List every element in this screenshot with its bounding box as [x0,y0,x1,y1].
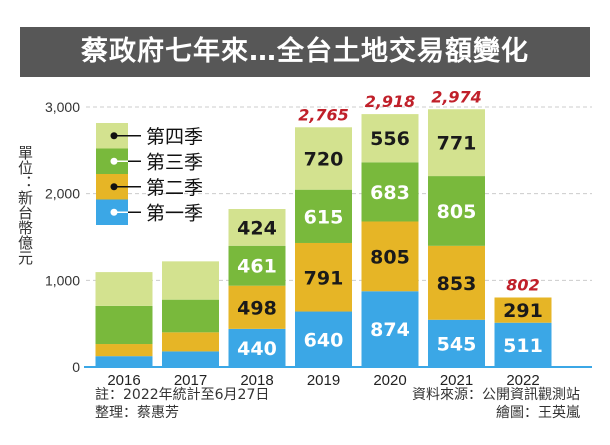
data-label: 640 [304,329,344,351]
x-tick-label: 2022 [506,372,539,389]
data-label: 511 [503,335,543,357]
bar-segment-2019-q2 [295,242,352,312]
total-label: 2,918 [365,92,416,111]
illustrator-credit: 繪圖：王英嵐 [496,405,580,421]
bar-segment-2021-q1 [428,319,485,367]
bar-segment-2016-q4 [95,272,153,306]
footnote: 註：2022年統計至6月27日 [95,387,270,403]
source-credit: 資料來源：公開資訊觀測站 [412,387,580,403]
compiler-credit: 整理：蔡惠芳 [95,405,179,421]
data-label: 498 [237,297,277,319]
data-label: 545 [437,333,477,355]
y-tick-label: 1,000 [45,272,80,288]
legend-label: 第三季 [146,151,203,173]
bar-segment-2016-q2 [95,344,153,357]
data-label: 424 [237,217,277,239]
bar-segment-2016-q1 [95,356,153,367]
bar-segment-2022-q2 [494,297,552,323]
x-tick-label: 2020 [373,372,406,389]
bar-segment-2022-q1 [494,322,552,367]
bar-segment-2017-q2 [162,332,219,352]
data-label: 771 [437,133,477,155]
bar-segment-2018-q4 [228,209,286,246]
legend-label: 第一季 [146,202,203,224]
bar-segment-2021-q2 [428,245,485,320]
y-axis-label: 單位：新台幣億元 [16,145,34,265]
total-label: 802 [506,275,539,294]
y-tick-label: 2,000 [45,186,80,202]
bar-segment-2021-q4 [428,109,485,177]
data-label: 440 [237,338,277,360]
bar-segment-2020-q4 [361,114,419,163]
x-tick-label: 2019 [307,372,340,389]
bar-segment-2019-q4 [295,127,352,190]
data-label: 615 [304,206,344,228]
y-tick-label: 0 [72,359,80,375]
chart-title: 蔡政府七年來…全台土地交易額變化 [20,27,590,77]
data-label: 874 [370,319,410,341]
bar-segment-2020-q2 [361,221,419,292]
legend-label: 第四季 [146,126,203,148]
total-label: 2,765 [298,105,349,124]
bar-segment-2020-q3 [361,162,419,222]
data-label: 556 [370,128,410,150]
data-label: 720 [304,148,344,170]
total-label: 2,974 [431,87,482,106]
data-label: 291 [503,300,543,322]
bar-segment-2018-q3 [228,245,286,286]
bar-segment-2017-q4 [162,261,219,300]
bar-segment-2017-q1 [162,351,219,367]
data-label: 853 [437,273,477,295]
bar-segment-2016-q3 [95,305,153,345]
data-label: 805 [370,246,410,268]
bar-segment-2019-q1 [295,311,352,367]
legend-label: 第二季 [146,177,203,199]
bar-segment-2017-q3 [162,299,219,333]
bar-segment-2018-q1 [228,328,286,367]
data-label: 461 [237,256,277,278]
x-tick-label: 2016 [107,372,140,389]
x-tick-label: 2021 [440,372,473,389]
bar-segment-2020-q1 [361,291,419,367]
data-label: 805 [437,201,477,223]
data-label: 791 [304,267,344,289]
x-tick-label: 2018 [240,372,273,389]
bar-segment-2021-q3 [428,176,485,246]
bar-segment-2018-q2 [228,285,286,329]
y-tick-label: 3,000 [45,99,80,115]
data-label: 683 [370,182,410,204]
x-tick-label: 2017 [174,372,207,389]
bar-segment-2019-q3 [295,189,352,243]
